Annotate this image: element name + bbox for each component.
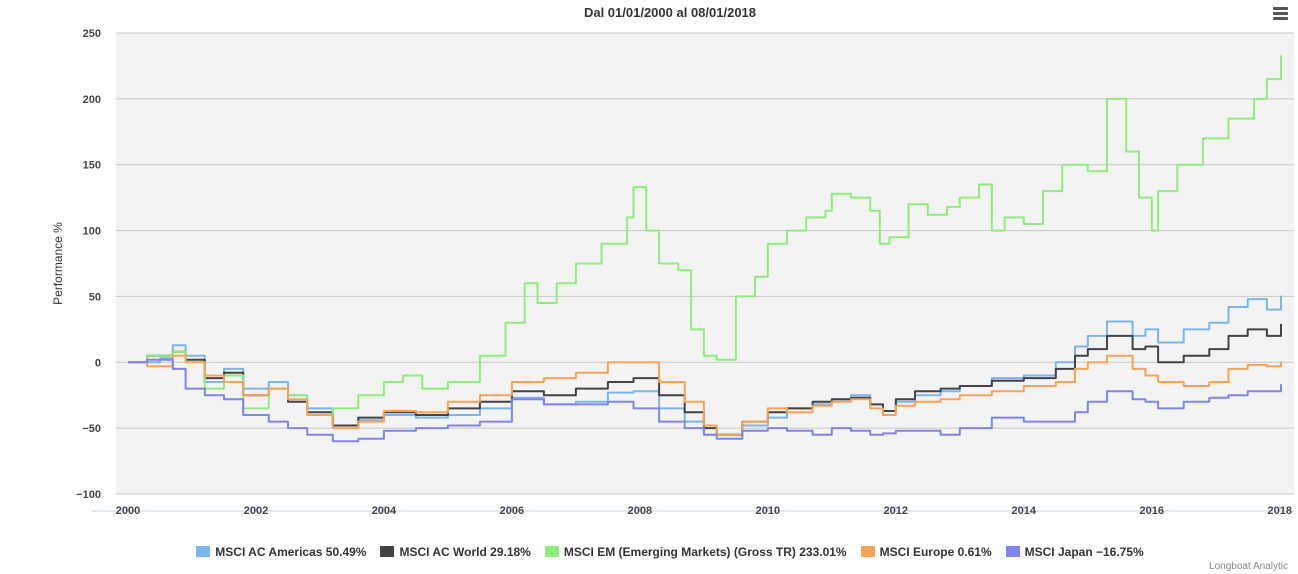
x-tick-label: 2014	[1012, 505, 1037, 517]
legend-swatch	[544, 546, 559, 557]
grid-lines	[116, 32, 1294, 495]
x-tick-label: 2018	[1267, 505, 1291, 517]
legend-label: MSCI AC World 29.18%	[399, 545, 531, 559]
legend-label: MSCI Japan −16.75%	[1024, 545, 1144, 559]
y-tick-label: 50	[89, 291, 101, 303]
credits-link[interactable]: Longboat Analytic	[1209, 561, 1288, 572]
export-menu-button[interactable]	[1268, 3, 1292, 23]
legend-item[interactable]: MSCI EM (Emerging Markets) (Gross TR) 23…	[544, 545, 847, 559]
plot-area	[116, 33, 1294, 494]
y-axis-title: Performance %	[51, 222, 65, 305]
x-tick-label: 2008	[628, 505, 652, 517]
series-line-3[interactable]	[128, 55, 1282, 416]
legend-item[interactable]: MSCI Europe 0.61%	[860, 545, 992, 559]
legend-label: MSCI Europe 0.61%	[879, 545, 992, 559]
legend-item[interactable]: MSCI AC Americas 50.49%	[196, 545, 366, 559]
y-tick-label: −50	[82, 423, 101, 435]
y-tick-label: 100	[83, 226, 101, 238]
x-tick-label: 2006	[500, 505, 524, 517]
legend-swatch	[1005, 546, 1020, 557]
y-tick-label: 150	[83, 160, 101, 172]
x-tick-label: 2004	[372, 505, 397, 517]
y-tick-label: 0	[95, 357, 101, 369]
legend: MSCI AC Americas 50.49% MSCI AC World 29.…	[0, 545, 1298, 559]
legend-swatch	[860, 546, 875, 557]
x-axis: 2000 2002 2004 2006 2008 2010 2012 2014 2016 2018	[92, 505, 1294, 517]
legend-label: MSCI EM (Emerging Markets) (Gross TR) 23…	[563, 545, 847, 559]
legend-swatch	[380, 546, 395, 557]
series-line-5[interactable]	[128, 358, 1282, 443]
y-tick-label: 250	[83, 28, 101, 40]
x-tick-label: 2012	[884, 505, 908, 517]
y-tick-label: 200	[83, 94, 101, 106]
legend-swatch	[196, 546, 211, 557]
y-tick-label: −100	[76, 489, 101, 501]
legend-item[interactable]: MSCI AC World 29.18%	[380, 545, 531, 559]
chart-title: Dal 01/01/2000 al 08/01/2018	[583, 5, 757, 20]
series-lines	[128, 55, 1282, 443]
series-line-4[interactable]	[128, 354, 1282, 436]
legend-item[interactable]: MSCI Japan −16.75%	[1005, 545, 1144, 559]
y-axis: 250 200 150 100 50 0 −50 −100	[76, 28, 101, 501]
x-tick-label: 2000	[116, 505, 140, 517]
x-tick-label: 2010	[756, 505, 780, 517]
legend-label: MSCI AC Americas 50.49%	[215, 545, 367, 559]
x-tick-label: 2016	[1140, 505, 1164, 517]
x-tick-label: 2002	[244, 505, 268, 517]
